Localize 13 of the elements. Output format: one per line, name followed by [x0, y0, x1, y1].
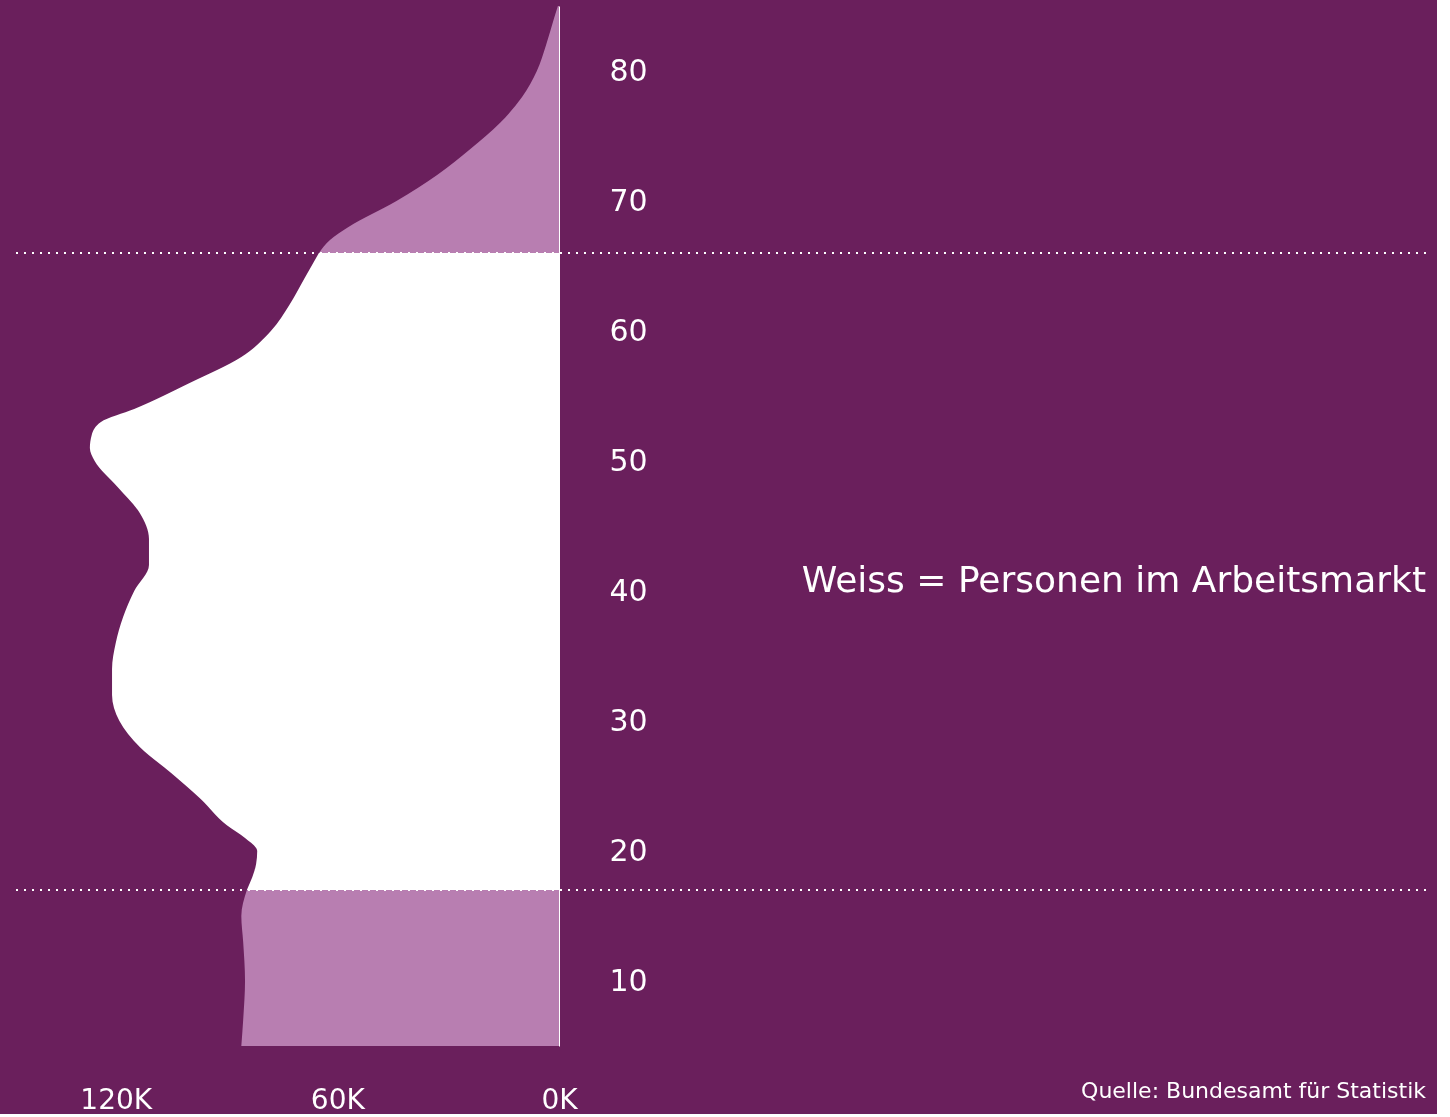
y-tick-label: 40 — [609, 572, 648, 608]
y-tick-label: 60 — [609, 312, 648, 348]
y-tick-label: 80 — [609, 52, 648, 88]
x-tick-label: 120K — [80, 1082, 153, 1116]
y-tick-label: 70 — [609, 182, 648, 218]
text: Weiss = Personen im Arbeitsmarkt — [801, 559, 1426, 600]
y-tick-label: 20 — [609, 832, 648, 868]
source-note: Quelle: Bundesamt für Statistik — [1081, 1078, 1427, 1103]
y-tick-label: 30 — [609, 702, 648, 738]
x-tick-label: 60K — [310, 1082, 366, 1116]
y-tick-label: 10 — [609, 962, 648, 998]
x-tick-label: 0K — [541, 1082, 579, 1116]
y-tick-label: 50 — [609, 442, 648, 478]
